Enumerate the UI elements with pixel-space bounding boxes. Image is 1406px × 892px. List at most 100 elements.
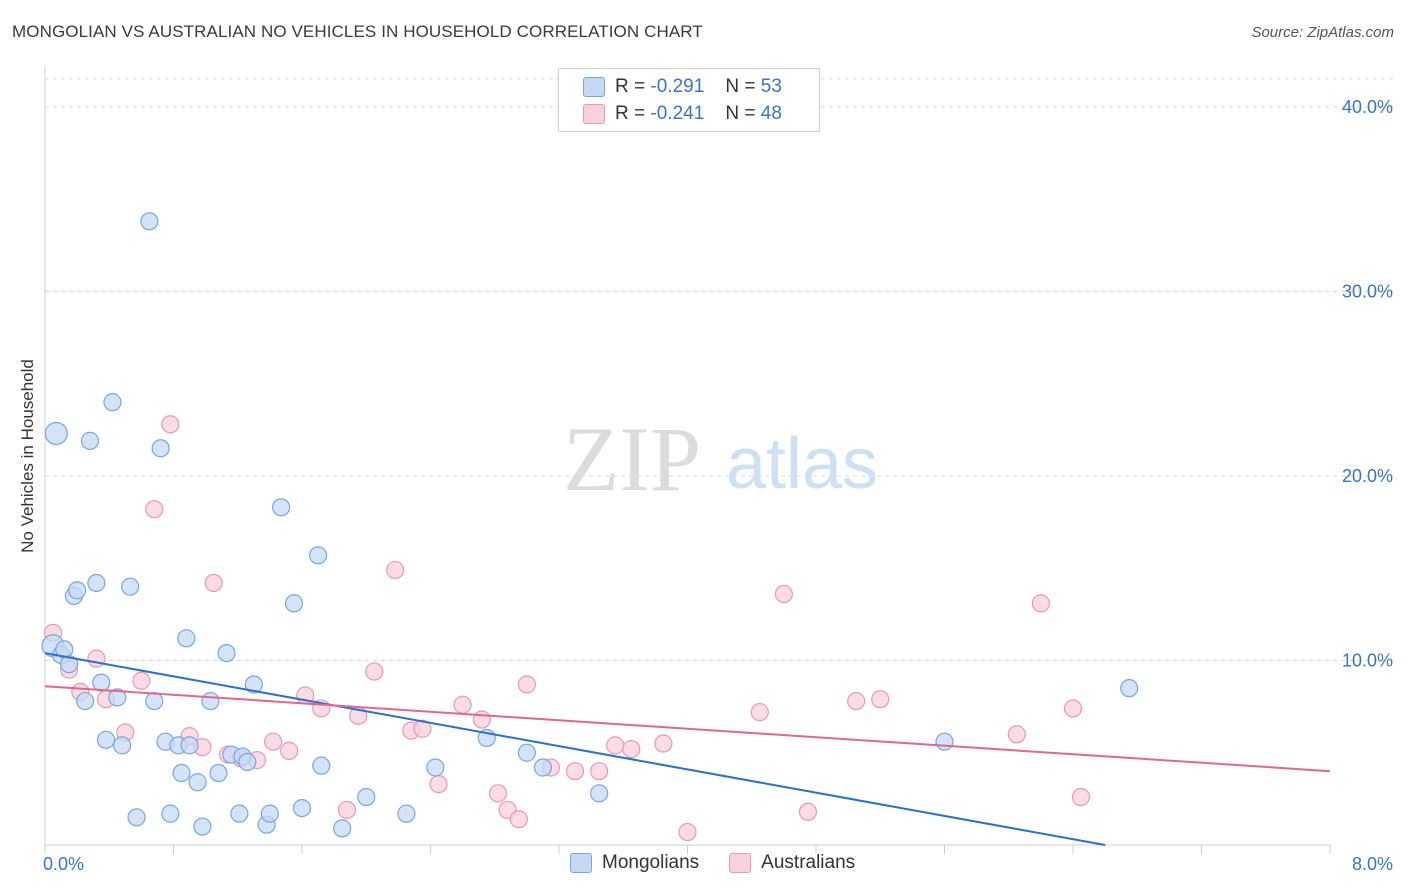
legend-item-australians[interactable]: Australians [729,852,855,874]
y-tick-label: 30.0% [1342,281,1393,301]
n-value: 48 [760,103,782,124]
mongolians-point [161,804,180,823]
stats-box: R = -0.291 N = 53 R = -0.241 N = 48 [558,68,820,132]
n-label: N = [725,76,756,97]
australians-swatch [583,104,605,124]
watermark: ZIP atlas [563,408,878,510]
mongolians-point [68,581,87,600]
mongolians-point [112,736,132,755]
mongolians-point [533,758,553,777]
australians-point [1071,787,1091,807]
chart-title: MONGOLIAN VS AUSTRALIAN NO VEHICLES IN H… [12,22,703,41]
mongolians-point [426,758,445,777]
mongolians-point [292,798,312,818]
x-tick-label: 0.0% [43,854,84,874]
legend-label-australians: Australians [761,852,856,873]
mongolians-point [201,691,220,711]
r-value: -0.241 [650,103,705,124]
y-tick-label: 20.0% [1342,466,1393,486]
mongolians-point [260,804,279,823]
mongolians-point [230,804,249,823]
x-tick-label: 8.0% [1352,854,1393,874]
mongolians-point [103,393,122,412]
australians-point [1063,699,1083,718]
axes [44,66,1331,854]
trend-lines [44,652,1331,846]
australians-point [145,500,164,519]
n-value: 53 [760,76,782,97]
y-tick-label: 10.0% [1342,650,1393,670]
watermark-zip: ZIP [563,408,701,510]
australians-point [798,802,818,821]
mongolians-point [80,431,100,450]
legend-swatch-mongolians [570,853,592,873]
legend: Mongolians Australians [570,852,885,874]
australians-point [472,710,491,729]
mongolians-point [244,675,263,694]
mongolians-point [172,763,191,783]
r-value: -0.291 [650,76,705,97]
tick-labels: 10.0% 20.0% 30.0% 40.0% 0.0% 8.0% [43,97,1393,874]
mongolians-point [272,498,291,517]
australians-point [678,822,697,842]
australians-point [750,703,769,722]
grid-lines [45,78,1395,661]
stats-row-mongolians: R = -0.291 N = 53 [583,74,782,100]
australians-point [413,719,432,738]
australians-point [87,649,106,668]
mongolians-point [177,629,196,648]
australians-point [453,695,472,714]
australians-point [622,739,641,759]
mongolians-point [96,730,116,749]
australians-point [847,691,866,711]
watermark-atlas: atlas [726,424,878,504]
australians-point [654,734,673,753]
mongolians-point [108,688,127,707]
mongolians-point [238,752,257,772]
australians-point [132,671,151,690]
mongolians-point [180,736,199,755]
mongolians-point [590,784,609,803]
australians-point [263,732,283,751]
mongolians-point [151,439,170,458]
mongolians-point [193,817,212,836]
legend-item-mongolians[interactable]: Mongolians [570,852,699,874]
australians-point [337,800,357,820]
australians-point [161,415,180,434]
n-label: N = [725,103,756,124]
australians-point [590,762,609,781]
australians-point [565,762,585,781]
source-label: Source: ZipAtlas.com [1251,24,1394,41]
mongolians-point [308,546,328,565]
mongolians-point [188,773,207,792]
mongolians-point [76,691,95,711]
australians-point [280,741,299,760]
australians-point [386,560,405,580]
mongolians-swatch [583,77,605,97]
mongolians-point [333,819,352,838]
trend-line-mongolians [44,652,1106,846]
r-label: R = [615,103,646,124]
mongolians-point [1120,679,1139,698]
australians-point [204,573,223,593]
trend-line-australians [44,685,1331,773]
mongolians-point [145,691,164,711]
australians-point [871,690,890,709]
mongolians-point [312,756,331,775]
mongolians-point [209,763,228,783]
legend-label-mongolians: Mongolians [602,852,700,873]
mongolians-point [44,421,68,446]
mongolians-point [397,804,416,823]
australians-point [1031,594,1050,613]
legend-swatch-australians [729,853,752,873]
australians-point [606,736,625,755]
mongolians-point [87,573,106,593]
australians-point [488,784,508,803]
stats-row-australians: R = -0.241 N = 48 [583,101,782,127]
mongolians-point [140,212,159,231]
mongolians-point [217,643,236,663]
australians-point [429,775,448,794]
y-tick-label: 40.0% [1342,97,1393,117]
mongolians-point [59,655,79,674]
